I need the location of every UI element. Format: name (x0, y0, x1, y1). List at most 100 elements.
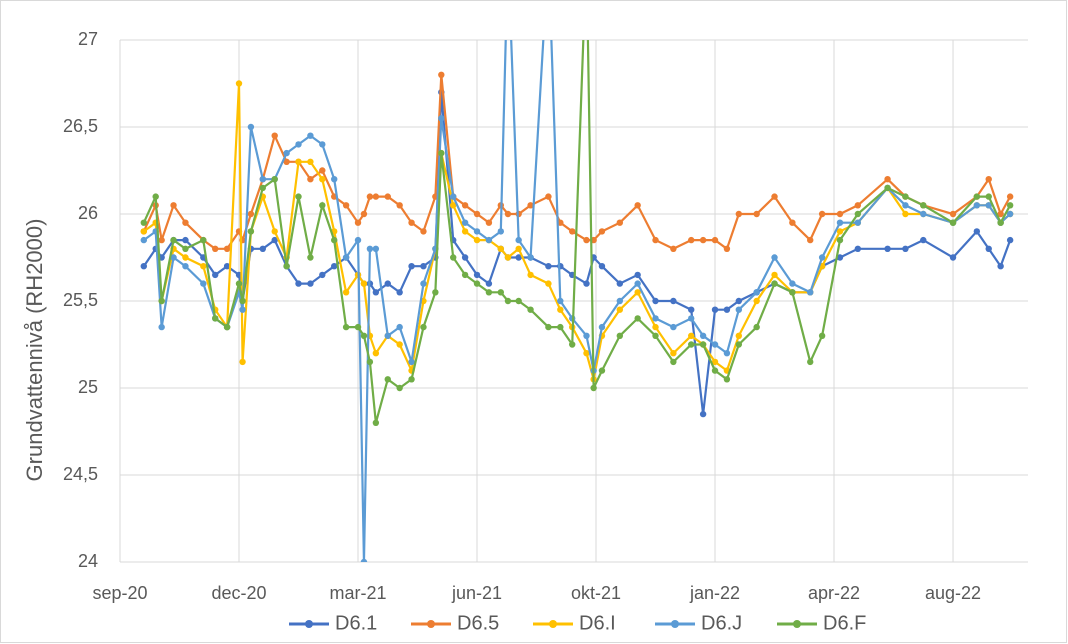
data-point (723, 245, 731, 252)
data-point (239, 297, 246, 305)
data-point (652, 297, 659, 305)
data-point (461, 271, 469, 279)
legend-label: D6.J (701, 612, 742, 634)
data-point (836, 219, 844, 226)
data-point (598, 263, 606, 270)
legend: D6.1 D6.5 D6.I D6.J D6.F (289, 612, 866, 634)
y-tick-label: 25 (78, 377, 98, 397)
data-point (408, 263, 415, 270)
data-point (920, 210, 927, 218)
data-point (735, 341, 743, 348)
data-point (985, 202, 992, 209)
legend-label: D6.5 (457, 612, 499, 634)
data-point (158, 297, 165, 305)
data-point (497, 228, 505, 235)
data-point (307, 176, 314, 183)
data-point (616, 306, 624, 313)
data-point (688, 315, 695, 322)
data-point (789, 289, 796, 296)
data-point (949, 254, 957, 261)
data-point (342, 289, 350, 296)
data-point (884, 184, 891, 192)
data-point (396, 323, 403, 331)
data-point (366, 245, 374, 252)
data-point (711, 367, 719, 374)
data-point (271, 236, 278, 244)
data-point (360, 210, 368, 218)
data-point (771, 280, 778, 287)
data-point (735, 297, 743, 305)
data-point (420, 263, 427, 270)
data-point (384, 332, 391, 339)
data-point (634, 271, 641, 279)
data-point (461, 228, 469, 235)
data-point (634, 202, 641, 209)
data-point (473, 236, 481, 244)
data-point (688, 332, 695, 339)
data-point (1006, 210, 1014, 218)
x-tick-label: aug-22 (925, 583, 981, 603)
data-point (170, 236, 177, 244)
data-point (527, 306, 534, 313)
data-point (182, 263, 189, 270)
data-point (920, 202, 927, 209)
data-point (319, 141, 326, 148)
data-point (789, 219, 796, 226)
data-point (527, 254, 534, 261)
data-point (818, 210, 826, 218)
data-point (342, 202, 350, 209)
data-point (485, 236, 493, 244)
data-point (247, 123, 255, 131)
data-point (616, 332, 624, 339)
data-point (504, 254, 512, 261)
data-point (753, 323, 760, 331)
data-point (771, 193, 778, 200)
y-axis-label: Grundvattennivå (RH2000) (22, 219, 47, 482)
data-point (1006, 236, 1014, 244)
data-point (372, 289, 380, 296)
data-point (212, 271, 219, 279)
data-point (583, 350, 590, 357)
data-point (438, 115, 445, 122)
data-point (295, 280, 302, 287)
data-point (723, 306, 731, 313)
data-point (836, 254, 844, 261)
data-point (670, 323, 677, 331)
data-point (223, 263, 231, 270)
data-point (396, 202, 403, 209)
data-point (1006, 202, 1014, 209)
data-point (420, 228, 427, 235)
data-point (753, 297, 760, 305)
data-point (688, 236, 695, 244)
data-point (699, 236, 707, 244)
y-tick-label: 27 (78, 29, 98, 49)
data-point (902, 202, 909, 209)
y-tick-label: 25,5 (63, 290, 98, 310)
data-point (420, 323, 427, 331)
data-point (140, 219, 148, 226)
data-point (652, 323, 659, 331)
data-point (182, 236, 189, 244)
data-point (295, 193, 302, 200)
data-point (598, 323, 606, 331)
data-point (182, 219, 189, 226)
data-point (985, 193, 992, 200)
data-point (182, 245, 189, 252)
x-tick-label: jan-22 (689, 583, 740, 603)
data-point (616, 297, 624, 305)
data-point (545, 323, 552, 331)
data-point (372, 193, 380, 200)
data-point (920, 236, 927, 244)
data-point (711, 358, 719, 366)
data-point (735, 306, 743, 313)
data-point (973, 228, 981, 235)
data-point (711, 236, 719, 244)
data-point (372, 419, 380, 426)
y-tick-label: 24,5 (63, 464, 98, 484)
data-point (384, 193, 391, 200)
data-point (140, 236, 148, 244)
data-point (634, 289, 641, 296)
data-point (818, 254, 826, 261)
data-point (1006, 193, 1014, 200)
